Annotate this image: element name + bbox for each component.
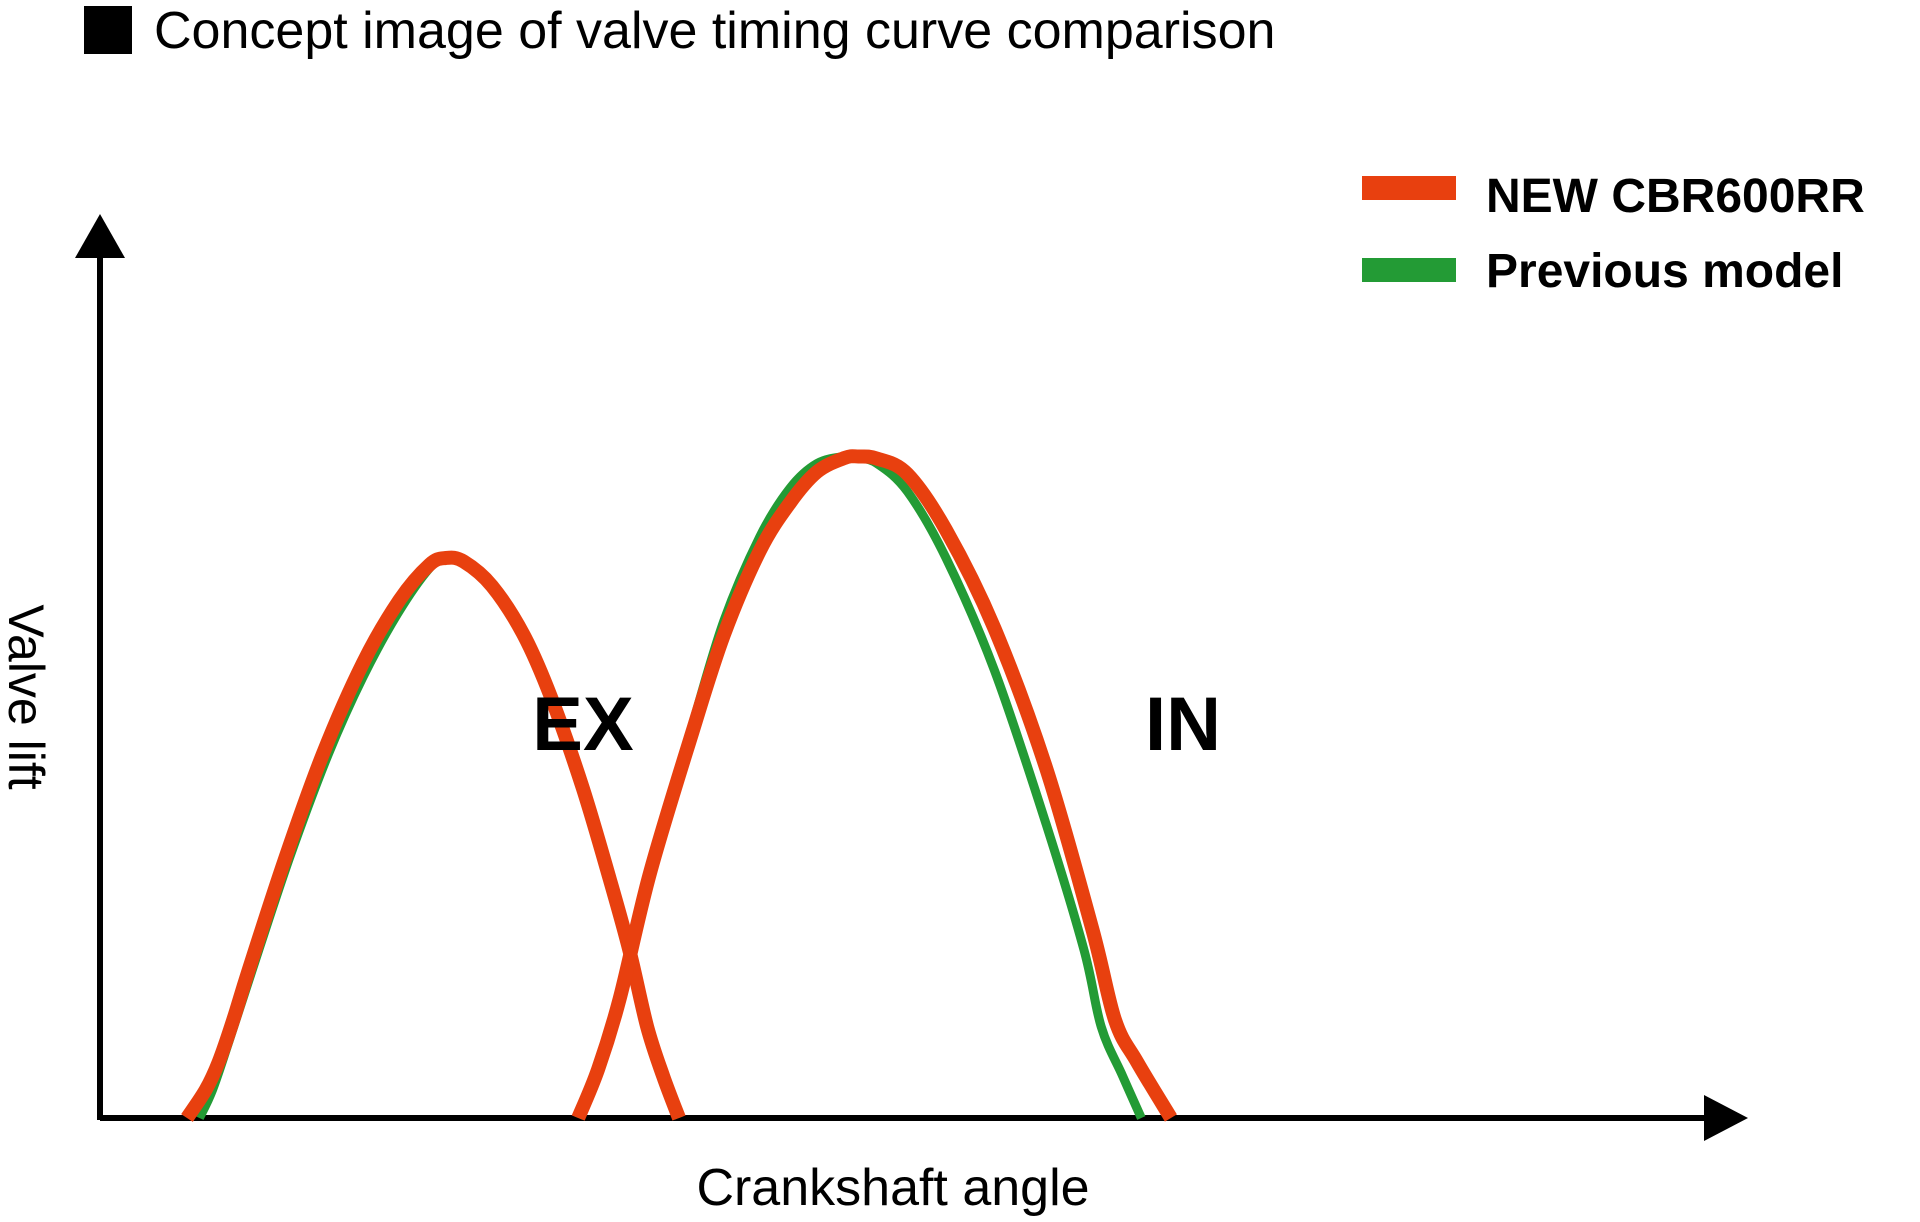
new-in-curve xyxy=(571,449,1177,1122)
legend-label-previous: Previous model xyxy=(1486,245,1843,298)
axes xyxy=(75,214,1748,1141)
curves-layer xyxy=(181,449,1177,1122)
new-ex-curve xyxy=(181,550,686,1122)
x-axis-label: Crankshaft angle xyxy=(696,1159,1089,1217)
legend: NEW CBR600RR Previous model xyxy=(1362,170,1865,298)
y-axis-label: Valve lift xyxy=(0,604,54,789)
legend-label-new: NEW CBR600RR xyxy=(1486,170,1865,223)
legend-item-previous: Previous model xyxy=(1362,245,1843,298)
chart-title-group: Concept image of valve timing curve comp… xyxy=(84,2,1275,60)
legend-item-new: NEW CBR600RR xyxy=(1362,170,1865,223)
region-label-in: IN xyxy=(1145,682,1221,767)
region-label-ex: EX xyxy=(532,682,634,767)
x-axis-arrowhead xyxy=(1704,1095,1748,1141)
title-square-marker xyxy=(84,6,132,54)
chart-title: Concept image of valve timing curve comp… xyxy=(154,2,1275,60)
y-axis-arrowhead xyxy=(75,214,125,258)
